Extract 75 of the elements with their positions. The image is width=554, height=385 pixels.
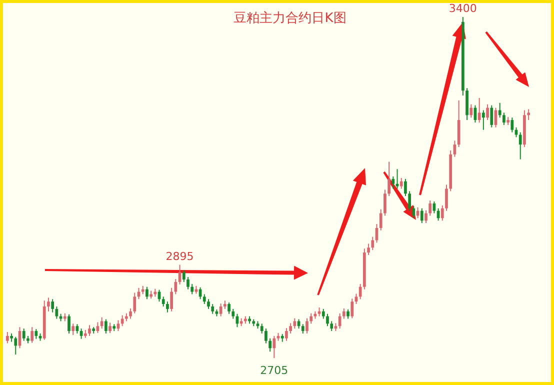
candlestick [379, 208, 382, 231]
candlestick [108, 322, 112, 334]
candlestick [133, 292, 136, 314]
candlestick [264, 328, 268, 344]
candlestick [428, 200, 432, 216]
candlestick [388, 161, 390, 197]
candlestick [412, 205, 416, 219]
candlestick [211, 304, 214, 314]
candlestick [293, 318, 296, 330]
candlestick [47, 297, 50, 312]
candlestick [326, 313, 329, 327]
candlestick [51, 298, 54, 313]
candlestick [272, 335, 276, 358]
candlestick [498, 102, 502, 118]
candlestick [120, 314, 124, 327]
candlestick [289, 322, 292, 334]
annotation: 2705 [260, 364, 288, 377]
candlestick [367, 243, 370, 256]
candlestick [502, 112, 506, 126]
candlestick [22, 328, 26, 342]
candlestick [207, 298, 210, 310]
candlestick [260, 323, 264, 334]
candlestick [486, 104, 489, 121]
candlestick [527, 108, 530, 121]
candlestick [404, 178, 407, 197]
candlestick [202, 294, 206, 305]
candlestick [268, 338, 272, 352]
candlestick [518, 132, 522, 160]
annotation: 3400 [448, 2, 477, 15]
candlestick [306, 318, 308, 334]
candlestick [322, 308, 325, 320]
candlestick [400, 177, 403, 190]
candlestick [146, 286, 148, 300]
candlestick [445, 184, 448, 212]
candlestick [182, 270, 186, 282]
candlestick [228, 302, 230, 314]
chart-title: 豆粕主力合约日K图 [234, 10, 346, 26]
candlestick [186, 276, 190, 290]
candlestick [392, 176, 395, 190]
candlestick [285, 328, 288, 342]
candlestick [104, 318, 108, 334]
candlestick [420, 208, 424, 224]
candlestick [350, 298, 354, 319]
candlestick [301, 324, 304, 334]
candlestick [72, 323, 75, 336]
candlestick [371, 236, 374, 251]
annotation: 2895 [166, 250, 194, 263]
candlestick [408, 190, 411, 212]
candlestick [34, 328, 38, 340]
candlestick [232, 308, 235, 320]
candlestick [470, 104, 473, 118]
candlestick [478, 97, 481, 123]
candlestick [30, 326, 34, 344]
candlestick [88, 324, 91, 336]
candlestick [510, 117, 514, 133]
candlestick [68, 314, 70, 334]
candlestick [190, 283, 194, 295]
candlestick [14, 336, 18, 356]
candlestick [55, 306, 58, 320]
candlestick [162, 296, 165, 307]
candlestick [490, 104, 494, 128]
candlestick [170, 287, 174, 312]
candlestick [174, 278, 178, 295]
candlestick [440, 204, 444, 222]
candlestick [424, 210, 428, 224]
candlestick [310, 312, 313, 324]
candlestick [342, 308, 346, 320]
candlestick [482, 110, 485, 130]
candlestick [166, 301, 169, 313]
candlestick [6, 331, 9, 344]
candlestick [129, 308, 132, 320]
candlestick [346, 308, 350, 320]
candlestick [358, 283, 362, 300]
candlestick [384, 189, 386, 216]
candlestick [330, 320, 334, 332]
